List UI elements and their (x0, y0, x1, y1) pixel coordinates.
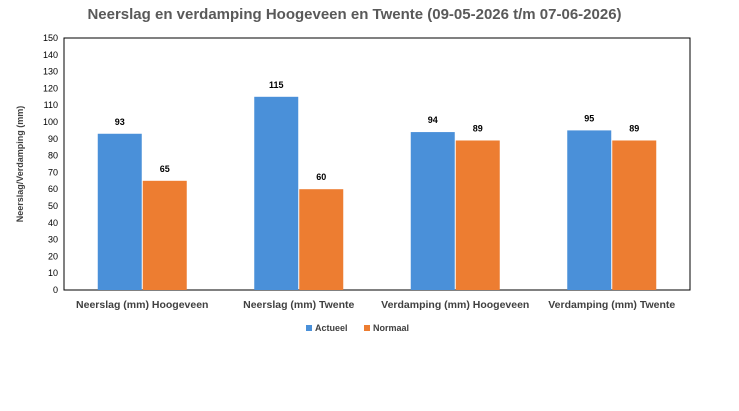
x-category-label: Verdamping (mm) Hoogeveen (381, 299, 529, 311)
bar-normaal (612, 140, 657, 290)
bar-normaal (142, 180, 187, 290)
bar-actueel (254, 96, 299, 290)
data-label: 95 (584, 113, 594, 123)
y-tick-label: 110 (44, 100, 58, 110)
y-tick-label: 60 (48, 184, 58, 194)
y-axis-label: Neerslag/Verdamping (mm) (15, 106, 25, 223)
x-category-label: Neerslag (mm) Twente (243, 299, 354, 311)
legend-swatch-actueel (306, 325, 312, 331)
data-label: 89 (629, 123, 639, 133)
y-tick-label: 70 (48, 167, 58, 177)
y-tick-label: 130 (43, 67, 58, 77)
y-tick-label: 100 (43, 117, 58, 127)
bar-normaal (455, 140, 500, 290)
plot-area-border (63, 37, 691, 291)
y-tick-label: 0 (53, 285, 58, 295)
y-tick-label: 120 (43, 83, 58, 93)
bar-actueel (410, 132, 455, 290)
bar-actueel (97, 133, 142, 290)
y-tick-label: 80 (48, 151, 58, 161)
chart-title: Neerslag en verdamping Hoogeveen en Twen… (87, 6, 622, 23)
data-label: 93 (115, 117, 125, 127)
y-tick-label: 50 (48, 201, 58, 211)
bar-actueel (567, 130, 612, 290)
data-label: 60 (316, 172, 326, 182)
bar-normaal (299, 189, 344, 290)
y-tick-label: 150 (43, 33, 58, 43)
data-label: 94 (428, 115, 438, 125)
x-category-label: Verdamping (mm) Twente (548, 299, 675, 311)
x-category-label: Neerslag (mm) Hoogeveen (76, 299, 208, 311)
y-tick-label: 40 (48, 218, 58, 228)
data-label: 65 (160, 164, 170, 174)
y-tick-label: 20 (48, 251, 58, 261)
legend-label: Normaal (373, 323, 409, 333)
y-tick-label: 140 (43, 50, 58, 60)
y-tick-label: 90 (48, 134, 58, 144)
legend-label: Actueel (315, 323, 348, 333)
data-label: 89 (473, 123, 483, 133)
legend-swatch-normaal (364, 325, 370, 331)
y-tick-label: 10 (48, 268, 58, 278)
y-tick-label: 30 (48, 235, 58, 245)
data-label: 115 (269, 80, 284, 90)
